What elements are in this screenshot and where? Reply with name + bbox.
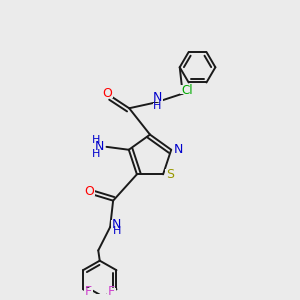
Bar <box>111 220 123 228</box>
Bar <box>84 288 93 295</box>
Text: N: N <box>153 92 162 104</box>
Bar <box>92 151 100 158</box>
Bar <box>152 94 164 102</box>
Bar <box>112 228 121 234</box>
Bar <box>93 142 105 151</box>
Bar <box>180 85 195 94</box>
Text: F: F <box>85 285 92 298</box>
Text: S: S <box>167 168 175 181</box>
Text: H: H <box>112 226 121 236</box>
Bar <box>83 188 95 196</box>
Text: H: H <box>92 149 100 159</box>
Text: Cl: Cl <box>181 84 193 97</box>
Text: O: O <box>102 87 112 100</box>
Bar <box>165 169 176 179</box>
Bar <box>101 89 113 98</box>
Text: N: N <box>174 143 183 156</box>
Text: N: N <box>94 140 104 153</box>
Text: H: H <box>92 134 100 145</box>
Text: N: N <box>112 218 122 231</box>
Bar <box>107 288 116 295</box>
Text: F: F <box>108 285 115 298</box>
Bar <box>92 136 100 143</box>
Text: O: O <box>84 185 94 198</box>
Text: H: H <box>153 101 162 111</box>
Bar <box>173 145 184 155</box>
Bar <box>153 103 162 109</box>
